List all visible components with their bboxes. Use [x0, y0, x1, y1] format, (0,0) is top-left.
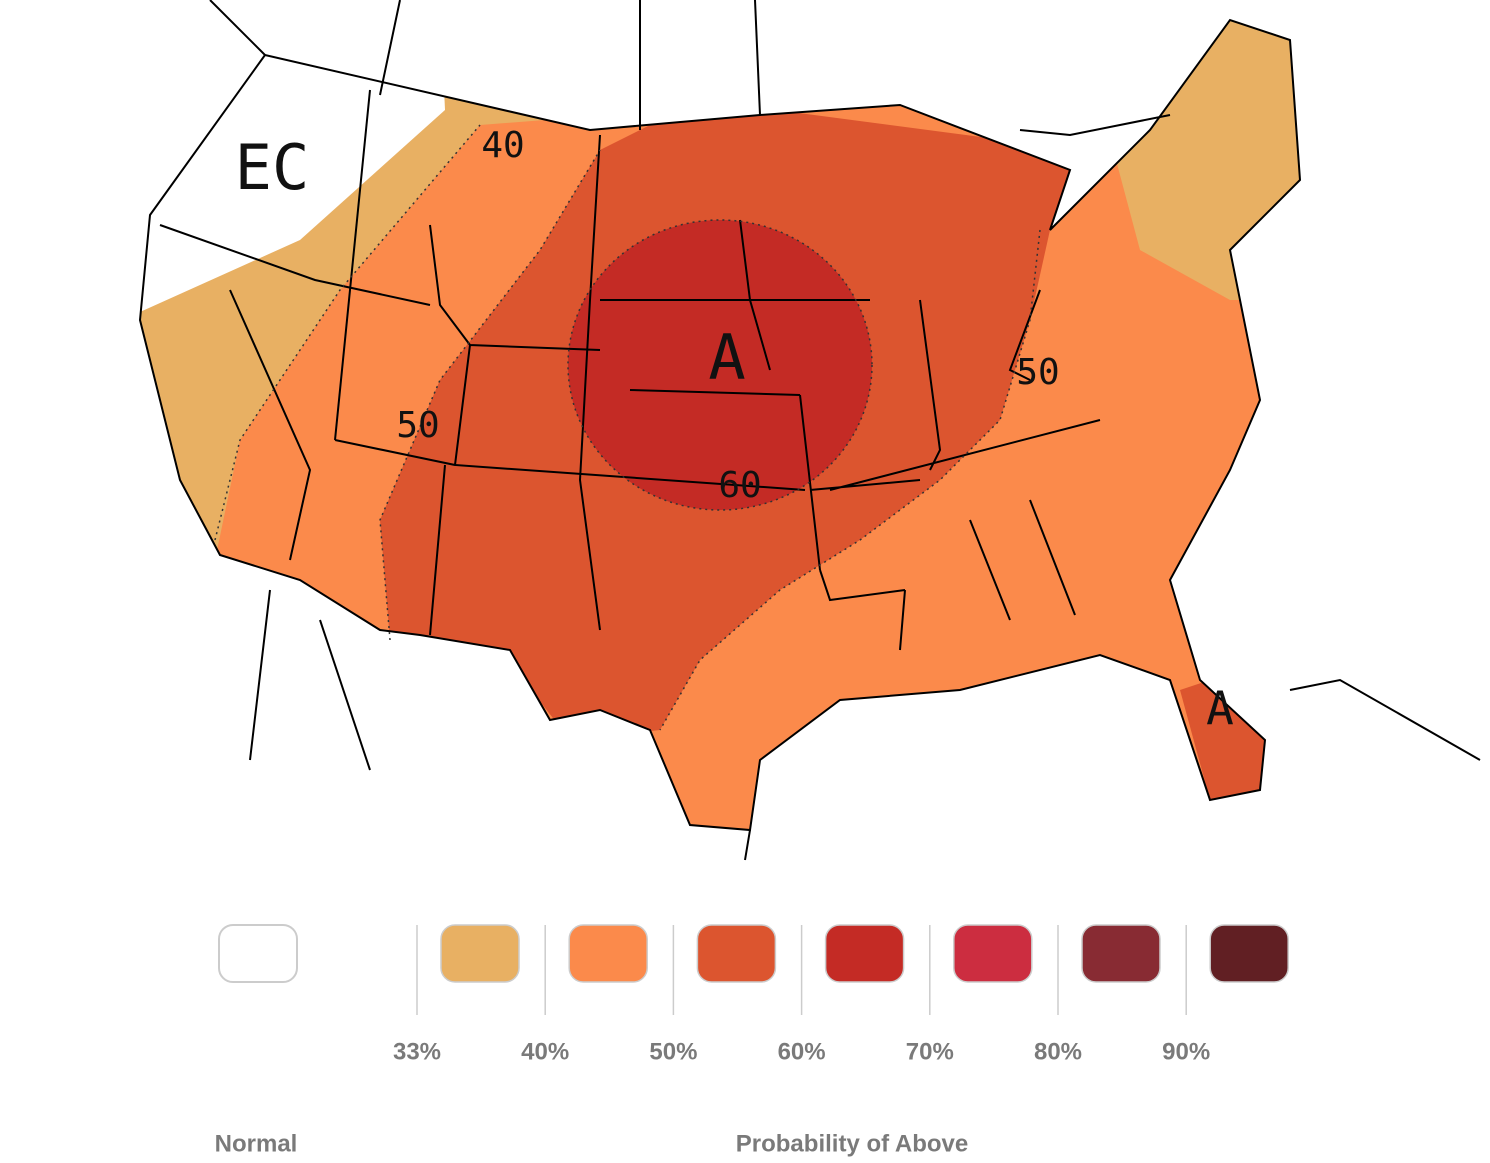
contour [379, 149, 601, 641]
contour [214, 124, 481, 541]
legend-swatch [440, 924, 520, 983]
legend-swatch [1209, 924, 1289, 983]
canada-mexico-borders [209, 0, 1481, 861]
legend-swatch [824, 924, 905, 983]
legend-swatch [1081, 924, 1161, 983]
normal-label: Normal [215, 1130, 298, 1157]
map-label: A [1206, 682, 1234, 736]
legend-swatch [696, 924, 777, 983]
legend-tick-label: 90% [1162, 1038, 1210, 1065]
legend-tick-label: 60% [778, 1038, 826, 1065]
legend-swatch [953, 924, 1033, 983]
map-label: EC [235, 131, 310, 204]
probability-zones [140, 20, 1300, 830]
legend-tick-label: 80% [1034, 1038, 1082, 1065]
state-borders [159, 89, 1101, 651]
legend-title: Probability of Above [736, 1130, 968, 1157]
legend-tick-label: 70% [906, 1038, 954, 1065]
legend-swatch [568, 924, 648, 983]
legend-tick-label: 50% [649, 1038, 697, 1065]
map-label: 60 [718, 465, 761, 506]
contour [567, 219, 873, 511]
map-label: 50 [1016, 352, 1059, 393]
us-outline [138, 18, 1302, 832]
legend-tick-label: 40% [521, 1038, 569, 1065]
contour-lines [214, 124, 1041, 731]
map-label: 40 [481, 125, 524, 166]
map-label: 50 [396, 405, 439, 446]
map: EC 40 50 50 60 A A [138, 0, 1481, 861]
zone-60-70 [568, 220, 872, 510]
map-label: A [708, 321, 745, 394]
legend: Normal Probability of Above 33% 40% 50% 60%… [215, 924, 1289, 1157]
legend-tick-label: 33% [393, 1038, 441, 1065]
legend-swatch [218, 924, 298, 983]
